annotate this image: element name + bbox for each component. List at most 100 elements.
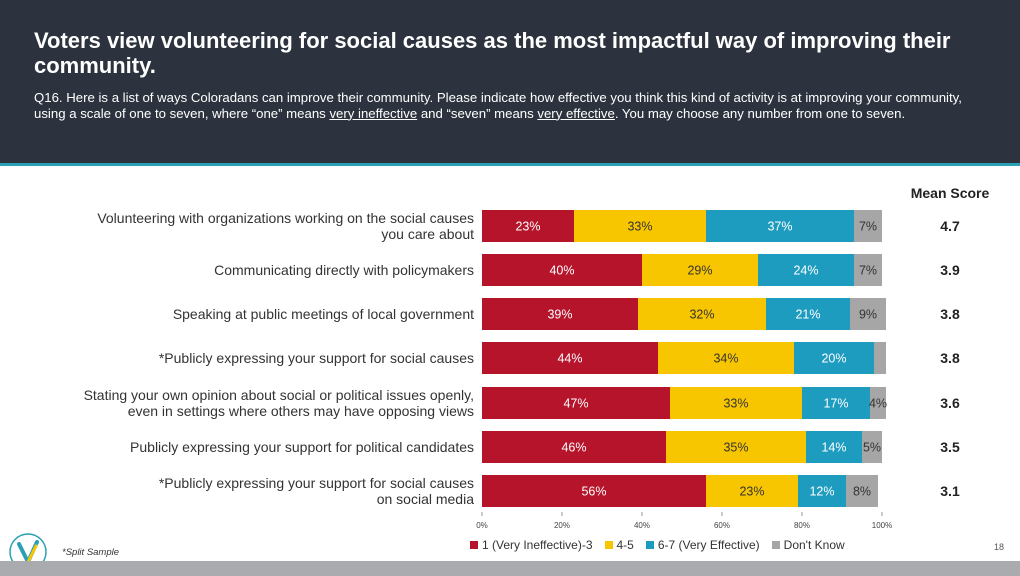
mean-score-value: 3.1 [940, 483, 960, 499]
bar-data-label: 7% [859, 264, 877, 278]
bar-data-label: 8% [853, 485, 871, 499]
bar-segment [846, 475, 878, 507]
bar-data-label: 5% [863, 441, 881, 455]
bar-data-label: 47% [563, 397, 588, 411]
bar-segment [870, 387, 886, 419]
bar-data-label: 23% [515, 220, 540, 234]
row-label: Speaking at public meetings of local gov… [4, 306, 474, 322]
mean-score-value: 3.5 [940, 439, 960, 455]
legend-label: Don't Know [783, 538, 845, 552]
bar-segment [802, 387, 870, 419]
bar-data-label: 37% [767, 220, 792, 234]
page-number: 18 [994, 542, 1005, 552]
bar-segment [482, 342, 658, 374]
bar-segment [482, 298, 638, 330]
row-label: Communicating directly with policymakers [4, 262, 474, 278]
bar-data-label: 34% [713, 352, 738, 366]
bar-segment [758, 254, 854, 286]
question-underline-1: very ineffective [329, 105, 418, 121]
question-mid: and “seven” means [417, 105, 538, 121]
question-prefix: Q16. Here is a list of ways Coloradans c… [34, 90, 962, 121]
legend-item: 6-7 (Very Effective) [645, 538, 760, 552]
row-label: Volunteering with organizations working … [4, 210, 474, 242]
bar-data-label: 4% [869, 397, 887, 411]
legend-label: 1 (Very Ineffective)-3 [482, 538, 593, 552]
bar-segment [658, 342, 794, 374]
bar-segment [638, 298, 766, 330]
row-label: Stating your own opinion about social or… [4, 387, 474, 419]
bottom-strip [0, 561, 1020, 576]
bar-data-label: 12% [809, 485, 834, 499]
legend-item: 4-5 [604, 538, 634, 552]
bar-segment [574, 210, 706, 242]
bar-data-label: 20% [821, 352, 846, 366]
legend-label: 6-7 (Very Effective) [657, 538, 760, 552]
row-label-line: Publicly expressing your support for pol… [130, 439, 474, 455]
bar-segment [706, 210, 854, 242]
x-tick-label: 80% [794, 521, 810, 530]
bar-segment [798, 475, 846, 507]
bar-segment [706, 475, 798, 507]
legend-swatch [604, 541, 613, 549]
x-tick-label: 20% [554, 521, 570, 530]
row-label: *Publicly expressing your support for so… [4, 350, 474, 366]
bar-segment [862, 431, 882, 463]
mean-score-value: 3.8 [940, 350, 960, 366]
bar-data-label: 7% [859, 220, 877, 234]
row-label-line: Speaking at public meetings of local gov… [172, 306, 474, 322]
question-text: Q16. Here is a list of ways Coloradans c… [34, 90, 994, 121]
bar-segment [766, 298, 850, 330]
mean-score-value: 4.7 [940, 218, 960, 234]
row-label-line: *Publicly expressing your support for so… [158, 475, 474, 491]
bar-segment [482, 387, 670, 419]
bar-data-label: 56% [581, 485, 606, 499]
bar-data-label: 21% [795, 308, 820, 322]
row-label-line: on social media [376, 491, 474, 507]
bar-data-label: 33% [627, 220, 652, 234]
x-tick-label: 40% [634, 521, 650, 530]
bar-segment [642, 254, 758, 286]
bar-data-label: 44% [557, 352, 582, 366]
bar-data-label: 35% [723, 441, 748, 455]
bar-segment [854, 254, 882, 286]
x-tick-label: 100% [872, 521, 892, 530]
bar-data-label: 29% [687, 264, 712, 278]
bar-data-label: 24% [793, 264, 818, 278]
bar-data-label: 39% [547, 308, 572, 322]
chart-legend: 1 (Very Ineffective)-3 4-5 6-7 (Very Effec… [470, 538, 845, 552]
bar-data-label: 40% [549, 264, 574, 278]
row-label-line: Volunteering with organizations working … [97, 210, 474, 226]
bar-data-label: 32% [689, 308, 714, 322]
row-label: Publicly expressing your support for pol… [4, 439, 474, 455]
bar-segment [670, 387, 802, 419]
bar-data-label: 23% [739, 485, 764, 499]
mean-score-value: 3.8 [940, 306, 960, 322]
page-title: Voters view volunteering for social caus… [34, 28, 951, 78]
bar-segment [850, 298, 886, 330]
row-label-line: *Publicly expressing your support for so… [158, 350, 474, 366]
row-label-line: even in settings where others may have o… [127, 403, 474, 419]
header-banner: Voters view volunteering for social caus… [0, 0, 1020, 166]
bar-segment [482, 254, 642, 286]
mean-score-value: 3.9 [940, 262, 960, 278]
question-underline-2: very effective [537, 105, 615, 121]
bar-segment [854, 210, 882, 242]
footnote: *Split Sample [62, 547, 120, 558]
bar-segment [482, 475, 706, 507]
bar-segment [482, 210, 574, 242]
x-tick-label: 0% [476, 521, 488, 530]
bar-data-label: 14% [821, 441, 846, 455]
legend-swatch [771, 541, 780, 549]
bar-segment [482, 431, 666, 463]
row-label: *Publicly expressing your support for so… [4, 475, 474, 507]
bar-segment [794, 342, 874, 374]
bar-data-label: 46% [561, 441, 586, 455]
legend-label: 4-5 [616, 538, 634, 552]
question-suffix: . You may choose any number from one to … [614, 105, 906, 121]
legend-item: Don't Know [771, 538, 845, 552]
mean-score-value: 3.6 [940, 395, 960, 411]
bar-data-label: 9% [859, 308, 877, 322]
bar-segment [874, 342, 886, 374]
row-label-line: you care about [381, 226, 474, 242]
